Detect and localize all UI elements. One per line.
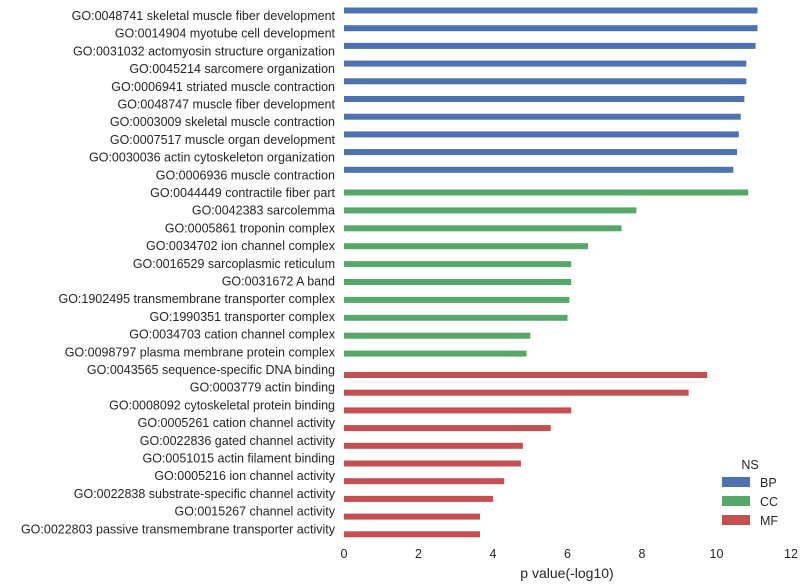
y-tick-label: GO:0005261 cation channel activity — [138, 416, 336, 430]
y-tick-label: GO:0034702 ion channel complex — [146, 239, 336, 253]
y-tick-label: GO:0022803 passive transmembrane transpo… — [21, 522, 336, 536]
bar-cc-11 — [344, 207, 637, 214]
y-tick-label: GO:0022838 substrate-specific channel ac… — [74, 487, 336, 501]
y-tick-label: GO:0016529 sarcoplasmic reticulum — [133, 257, 335, 271]
y-tick-label: GO:0008092 cytoskeletal protein binding — [109, 398, 335, 412]
y-tick-label: GO:0045214 sarcomere organization — [129, 62, 335, 76]
x-tick-label: 12 — [784, 547, 798, 561]
bar-mf-24 — [344, 442, 523, 449]
bar-mf-25 — [344, 460, 521, 467]
bar-mf-26 — [344, 478, 505, 485]
legend-label-mf: MF — [760, 514, 778, 528]
bar-mf-22 — [344, 407, 572, 414]
y-tick-label: GO:0048747 muscle fiber development — [118, 98, 336, 112]
y-tick-label: GO:0007517 muscle organ development — [110, 133, 336, 147]
bar-bp-9 — [344, 166, 734, 173]
bar-mf-20 — [344, 372, 708, 378]
bar-cc-15 — [344, 279, 572, 285]
x-tick-label: 2 — [415, 547, 422, 561]
y-tick-labels-group: GO:0048741 skeletal muscle fiber develop… — [21, 9, 336, 536]
bar-mf-28 — [344, 513, 480, 520]
legend-swatch-mf — [722, 515, 750, 525]
y-tick-label: GO:0030036 actin cytoskeleton organizati… — [89, 151, 335, 165]
x-tick-label: 8 — [639, 547, 646, 561]
y-tick-label: GO:0044449 contractile fiber part — [150, 186, 335, 200]
legend-label-cc: CC — [760, 495, 778, 509]
y-tick-label: GO:0034703 cation channel complex — [129, 328, 335, 342]
legend-swatch-bp — [722, 477, 750, 487]
bar-cc-16 — [344, 296, 570, 303]
bar-cc-19 — [344, 350, 527, 357]
y-tick-label: GO:0006941 striated muscle contraction — [111, 80, 335, 94]
y-tick-label: GO:0005216 ion channel activity — [154, 469, 335, 483]
x-tick-labels-group: 0 2 4 6 8 10 12 — [341, 547, 798, 561]
bars-group — [344, 7, 758, 538]
y-tick-label: GO:0042383 sarcolemma — [192, 204, 335, 218]
legend-swatch-cc — [722, 496, 750, 506]
bar-cc-13 — [344, 243, 588, 250]
x-axis-label: p value(-log10) — [520, 565, 613, 581]
y-tick-label: GO:0031672 A band — [222, 275, 335, 289]
bar-bp-6 — [344, 113, 741, 120]
y-tick-label: GO:0031032 actomyosin structure organiza… — [73, 44, 335, 58]
bar-bp-0 — [344, 7, 758, 14]
y-tick-label: GO:0048741 skeletal muscle fiber develop… — [72, 9, 336, 23]
y-tick-label: GO:0022836 gated channel activity — [140, 434, 336, 448]
bar-cc-10 — [344, 189, 749, 196]
y-tick-label: GO:0005861 troponin complex — [165, 221, 336, 235]
bar-bp-5 — [344, 96, 745, 102]
bar-cc-14 — [344, 261, 572, 268]
y-tick-label: GO:0043565 sequence-specific DNA binding — [87, 363, 335, 377]
bar-cc-18 — [344, 332, 531, 339]
bar-bp-8 — [344, 149, 737, 156]
bar-mf-21 — [344, 389, 689, 396]
bar-bp-2 — [344, 42, 756, 49]
bar-mf-27 — [344, 495, 493, 502]
x-tick-label: 6 — [564, 547, 571, 561]
y-tick-label: GO:0014904 myotube cell development — [115, 27, 336, 41]
y-tick-label: GO:0098797 plasma membrane protein compl… — [65, 345, 336, 359]
legend-label-bp: BP — [760, 476, 777, 490]
legend: NS BP CC MF — [722, 458, 778, 528]
y-tick-label: GO:0003779 actin binding — [190, 381, 335, 395]
x-tick-label: 4 — [490, 547, 497, 561]
bar-bp-3 — [344, 60, 747, 67]
y-tick-label: GO:0051015 actin filament binding — [143, 452, 336, 466]
bar-mf-23 — [344, 425, 551, 432]
bar-mf-29 — [344, 531, 480, 538]
y-tick-label: GO:0015267 channel activity — [174, 505, 335, 519]
bar-cc-12 — [344, 225, 622, 232]
bar-bp-1 — [344, 25, 758, 32]
bar-cc-17 — [344, 314, 568, 321]
bar-bp-4 — [344, 78, 747, 85]
bar-bp-7 — [344, 131, 739, 138]
y-tick-label: GO:1902495 transmembrane transporter com… — [58, 292, 335, 306]
y-tick-label: GO:1990351 transporter complex — [149, 310, 335, 324]
x-tick-label: 10 — [710, 547, 724, 561]
x-tick-label: 0 — [341, 547, 348, 561]
y-tick-label: GO:0003009 skeletal muscle contraction — [110, 115, 335, 129]
y-tick-label: GO:0006936 muscle contraction — [156, 168, 335, 182]
legend-title: NS — [741, 458, 758, 472]
